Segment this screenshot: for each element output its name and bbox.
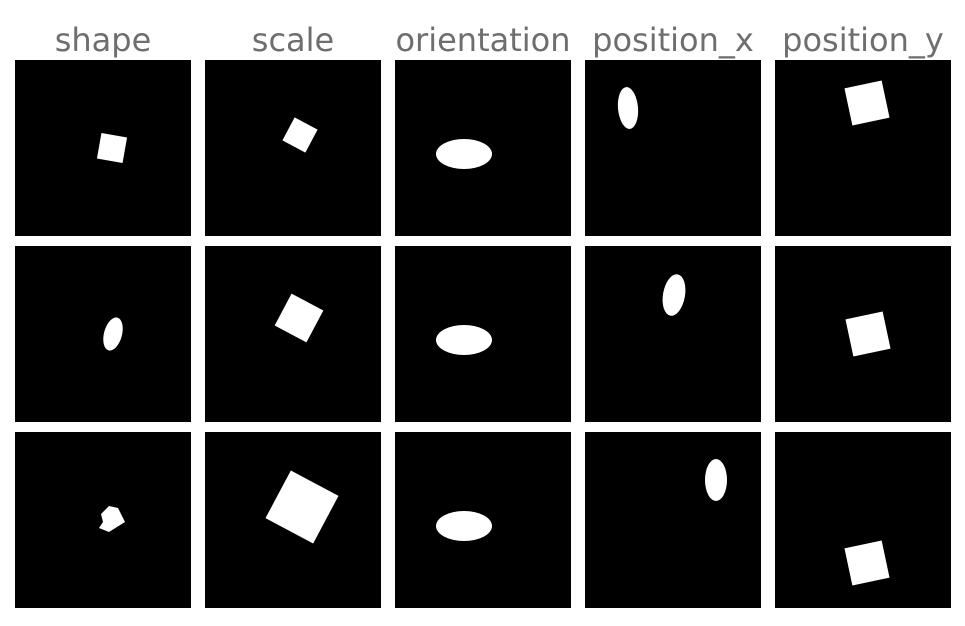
square-sprite [844,80,890,126]
sample-cell [395,432,571,608]
sample-cell [775,246,951,422]
sample-cell [395,246,571,422]
sample-cell [205,246,381,422]
sample-cell [585,60,761,236]
sample-cell [395,60,571,236]
sample-cell [775,60,951,236]
ellipse-sprite [617,87,639,129]
ellipse-sprite [436,511,492,541]
column-title-shape: shape [54,21,152,59]
column-title-position-y: position_y [782,21,944,59]
ellipse-sprite [705,459,727,501]
sample-cell [15,246,191,422]
sample-cell [15,60,191,236]
square-sprite [274,293,324,343]
ellipse-sprite [662,274,686,316]
sample-cell [205,60,381,236]
sample-cell [585,432,761,608]
ellipse-sprite [436,139,492,169]
square-sprite [265,470,339,544]
column-title-orientation: orientation [395,21,571,59]
square-sprite [844,540,890,586]
ellipse-sprite [436,325,492,355]
heart-sprite [99,506,125,532]
column-title-scale: scale [251,21,335,59]
square-sprite [282,117,318,153]
sample-cell [775,432,951,608]
column-title-position-x: position_x [592,21,754,59]
square-sprite [845,311,891,357]
ellipse-sprite [103,317,123,351]
square-sprite [96,132,128,164]
sample-cell [15,432,191,608]
sample-cell [205,432,381,608]
sample-cell [585,246,761,422]
